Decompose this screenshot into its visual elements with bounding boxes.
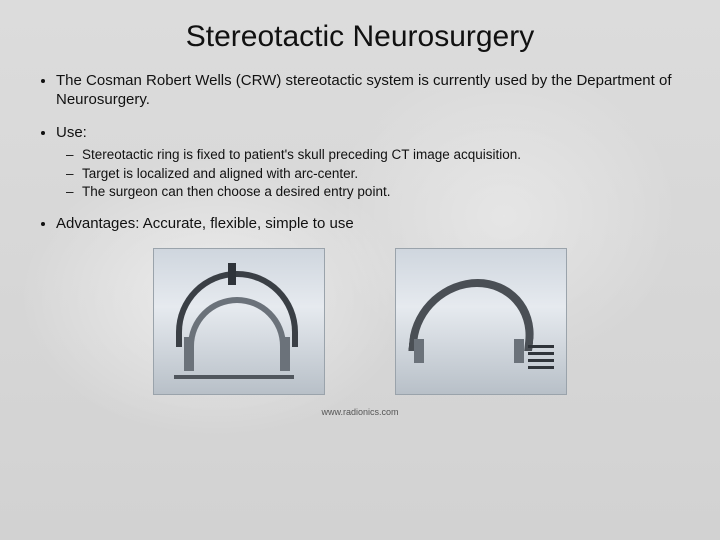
use-sub-1: Stereotactic ring is fixed to patient's … (82, 146, 686, 164)
image-row (34, 248, 686, 395)
image-right (395, 248, 567, 395)
slide: Stereotactic Neurosurgery The Cosman Rob… (0, 0, 720, 540)
footer-citation: www.radionics.com (34, 407, 686, 417)
image-left (153, 248, 325, 395)
bullet-advantages: Advantages: Accurate, flexible, simple t… (56, 215, 686, 234)
bullet-list: The Cosman Robert Wells (CRW) stereotact… (34, 72, 686, 234)
use-sub-3: The surgeon can then choose a desired en… (82, 183, 686, 201)
use-sub-2: Target is localized and aligned with arc… (82, 165, 686, 183)
bullet-use-label: Use: (56, 124, 87, 141)
use-sublist: Stereotactic ring is fixed to patient's … (56, 146, 686, 201)
slide-title: Stereotactic Neurosurgery (34, 20, 686, 54)
bullet-use: Use: Stereotactic ring is fixed to patie… (56, 124, 686, 201)
bullet-intro: The Cosman Robert Wells (CRW) stereotact… (56, 72, 686, 110)
